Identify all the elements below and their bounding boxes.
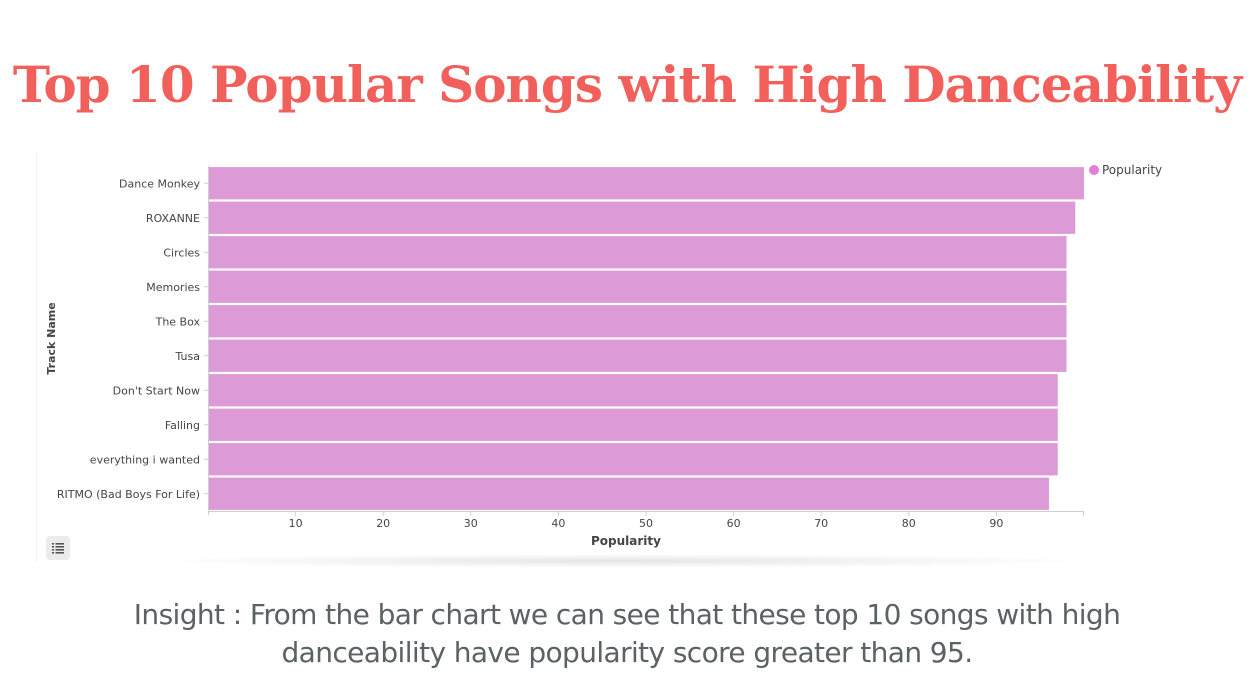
legend[interactable]: Popularity	[1089, 163, 1162, 177]
list-icon	[52, 543, 64, 554]
y-tick-label: RITMO (Bad Boys For Life)	[57, 488, 200, 501]
bar-chart: Dance Monkey ROXANNE Circles Memories The Bo…	[45, 163, 1162, 548]
data-table-toggle-button[interactable]	[46, 536, 70, 560]
y-tick-label: Circles	[163, 246, 200, 259]
bar[interactable]	[209, 305, 1067, 338]
insight-text: Insight : From the bar chart we can see …	[0, 596, 1254, 672]
y-tick-label: ROXANNE	[146, 212, 200, 225]
chart-panel: Dance Monkey ROXANNE Circles Memories The Bo…	[36, 152, 1170, 568]
bar[interactable]	[209, 408, 1058, 441]
bar[interactable]	[209, 270, 1067, 303]
x-tick-label: 30	[464, 517, 478, 530]
legend-label: Popularity	[1102, 163, 1162, 177]
x-axis-title: Popularity	[591, 534, 661, 548]
y-tick-label: Don't Start Now	[113, 384, 200, 397]
bars-layer	[209, 167, 1084, 510]
x-tick-label: 40	[551, 517, 565, 530]
y-axis-title: Track Name	[45, 302, 58, 374]
bar[interactable]	[209, 236, 1067, 269]
insight-line-1: Insight : From the bar chart we can see …	[133, 598, 1121, 631]
x-tick-label: 10	[289, 517, 303, 530]
legend-dot-icon	[1089, 165, 1099, 175]
x-tick-label: 80	[902, 517, 916, 530]
y-tick-label: Tusa	[175, 350, 201, 363]
y-tick-labels: Dance Monkey ROXANNE Circles Memories The Bo…	[57, 177, 208, 501]
page-title: Top 10 Popular Songs with High Danceabil…	[12, 55, 1242, 114]
y-tick-label: Falling	[165, 419, 200, 432]
x-tick-label: 70	[814, 517, 828, 530]
y-tick-label: The Box	[155, 315, 201, 328]
x-ticks: 10 20 30 40 50 60 70 80 90	[289, 511, 1084, 530]
bar[interactable]	[209, 477, 1049, 510]
bar[interactable]	[209, 443, 1058, 476]
y-tick-label: Dance Monkey	[119, 177, 200, 190]
bar[interactable]	[209, 339, 1067, 372]
panel-shadow	[146, 554, 1096, 568]
y-tick-label: Memories	[146, 281, 200, 294]
bar[interactable]	[209, 374, 1058, 407]
bar[interactable]	[209, 201, 1076, 234]
x-tick-label: 60	[727, 517, 741, 530]
insight-line-2: danceability have popularity score great…	[281, 636, 974, 669]
bar[interactable]	[209, 167, 1084, 200]
x-tick-label: 90	[989, 517, 1003, 530]
y-tick-label: everything i wanted	[90, 453, 200, 466]
x-tick-label: 20	[376, 517, 390, 530]
x-tick-label: 50	[639, 517, 653, 530]
